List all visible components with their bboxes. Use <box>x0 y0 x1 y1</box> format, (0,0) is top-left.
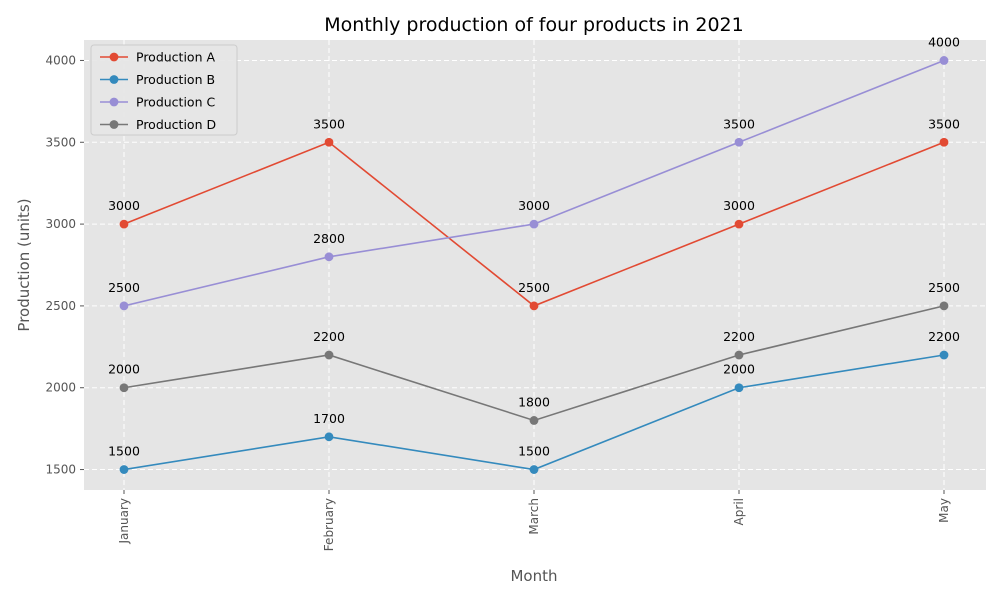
series-production-c <box>119 56 949 311</box>
data-point <box>529 465 539 474</box>
x-tick-label: March <box>527 498 541 535</box>
data-labels: 3000 3500 2500 3000 3500 1500 1700 1500 2000 2200… <box>108 34 960 458</box>
legend-item: Production A <box>100 50 215 65</box>
legend-label: Production D <box>136 117 216 132</box>
x-tick-label: January <box>117 498 131 545</box>
data-point <box>119 301 129 311</box>
x-tick-label: May <box>937 498 951 523</box>
data-point <box>119 465 129 474</box>
data-label: 3000 <box>518 198 550 213</box>
data-point <box>734 350 744 360</box>
data-label: 3500 <box>313 116 345 131</box>
data-point <box>939 56 949 65</box>
data-label: 2800 <box>313 231 345 246</box>
x-tick-label: February <box>322 498 336 551</box>
legend-label: Production C <box>136 95 215 110</box>
data-point <box>734 219 744 229</box>
legend-item: Production C <box>100 95 215 110</box>
data-label: 2500 <box>928 280 960 295</box>
y-axis-label: Production (units) <box>15 198 33 331</box>
legend-label: Production B <box>136 72 215 87</box>
data-label: 1800 <box>518 394 550 409</box>
series-production-a <box>119 137 949 311</box>
legend-item: Production B <box>100 72 215 87</box>
data-point <box>939 137 949 147</box>
chart-title: Monthly production of four products in 2… <box>324 14 743 36</box>
data-point <box>529 219 539 229</box>
data-label: 2500 <box>518 280 550 295</box>
data-point <box>324 252 334 262</box>
data-label: 3500 <box>723 116 755 131</box>
y-tick-label: 1500 <box>45 463 76 477</box>
data-label: 3000 <box>723 198 755 213</box>
legend-marker <box>109 97 119 107</box>
series-lines <box>119 56 949 474</box>
legend-box <box>90 44 238 136</box>
axis-ticks: 1500 2000 2500 3000 3500 4000 January February M… <box>45 53 951 551</box>
data-label: 3500 <box>928 116 960 131</box>
data-point <box>939 301 949 311</box>
legend-item: Production D <box>100 117 216 132</box>
data-label: 4000 <box>928 34 960 49</box>
data-label: 2000 <box>723 362 755 377</box>
data-point <box>119 219 129 229</box>
data-point <box>324 137 334 147</box>
data-point <box>119 383 129 393</box>
data-point <box>529 416 539 425</box>
data-label: 2500 <box>108 280 140 295</box>
data-point <box>734 383 744 393</box>
legend: Production A Production B Production C Prod… <box>90 44 238 136</box>
y-tick-label: 2000 <box>45 381 76 395</box>
y-tick-label: 4000 <box>45 53 76 67</box>
data-label: 2000 <box>108 362 140 377</box>
x-tick-label: April <box>732 498 746 525</box>
series-production-d <box>119 301 949 425</box>
data-label: 1500 <box>518 444 550 459</box>
legend-label: Production A <box>136 50 215 65</box>
x-axis-label: Month <box>510 567 557 585</box>
legend-marker <box>109 52 119 62</box>
data-point <box>529 301 539 311</box>
data-label: 1700 <box>313 411 345 426</box>
y-tick-label: 2500 <box>45 299 76 313</box>
data-label: 2200 <box>928 329 960 344</box>
y-tick-label: 3000 <box>45 217 76 231</box>
data-label: 2200 <box>313 329 345 344</box>
y-tick-label: 3500 <box>45 135 76 149</box>
data-label: 2200 <box>723 329 755 344</box>
data-label: 3000 <box>108 198 140 213</box>
series-production-b <box>119 350 949 474</box>
data-point <box>734 137 744 147</box>
legend-marker <box>109 120 119 129</box>
data-point <box>324 350 334 360</box>
data-point <box>324 432 334 442</box>
legend-marker <box>109 75 119 84</box>
data-point <box>939 350 949 360</box>
data-label: 1500 <box>108 444 140 459</box>
